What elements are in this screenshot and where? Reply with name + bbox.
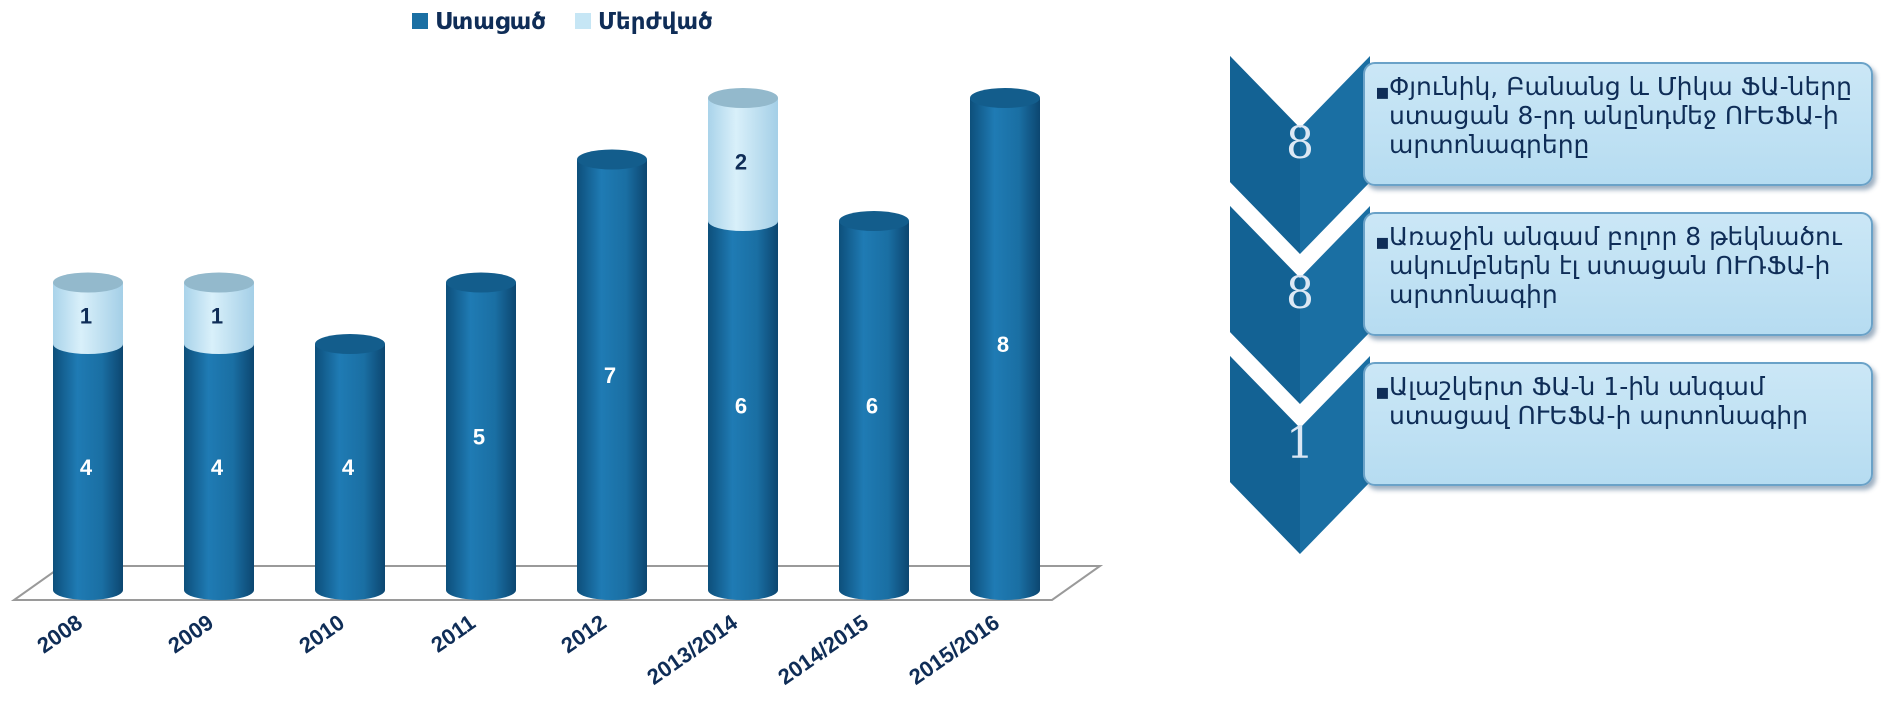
bar-top-cap [446, 272, 516, 293]
info-item: 8 ▪ Առաջին անգամ բոլոր 8 թեկնածու ակումբ… [1220, 206, 1888, 404]
info-item-box: ▪ Փյունիկ, Բանանց և Միկա ՖԱ-ները ստացան … [1363, 62, 1873, 186]
bar-received [446, 282, 516, 600]
x-axis-tick-labels: 2008 2009 2010 2011 2012 2013/2014 2014/2015 20… [32, 609, 1003, 690]
x-tick-label: 2013/2014 [642, 609, 742, 690]
x-tick-label: 2012 [556, 610, 610, 659]
info-item: 8 ▪ Փյունիկ, Բանանց և Միկա ՖԱ-ները ստացա… [1220, 56, 1888, 254]
chevron-down-icon [1230, 356, 1370, 554]
legend-swatch-received [412, 13, 428, 29]
chart-data-labels: 4 1 4 1 4 5 7 6 2 6 8 [80, 150, 1009, 481]
data-label-rejected: 1 [211, 303, 223, 328]
info-item: 1 ▪ Ալաշկերտ ՖԱ-ն 1-ին անգամ ստացավ ՈՒԵՖ… [1220, 356, 1888, 554]
data-label-received: 6 [866, 394, 878, 419]
bar-received [970, 98, 1040, 600]
legend-label-rejected: Մերժված [598, 9, 713, 35]
x-tick-label: 2008 [32, 610, 86, 659]
data-label-received: 4 [342, 455, 355, 480]
info-item-text: Առաջին անգամ բոլոր 8 թեկնածու ակումբներն… [1389, 222, 1842, 309]
data-label-received: 4 [80, 455, 93, 480]
legend-swatch-rejected [575, 13, 591, 29]
bar-top-cap [577, 149, 647, 170]
x-tick-label: 2010 [294, 610, 348, 659]
info-item-number: 1 [1286, 418, 1314, 469]
bar-top-cap [315, 334, 385, 354]
data-label-received: 4 [211, 455, 224, 480]
bar-top-cap [970, 88, 1040, 108]
bar-received [577, 159, 647, 600]
bar-received [315, 344, 385, 600]
bullet-icon: ▪ [1375, 80, 1390, 105]
chevron-down-icon [1230, 206, 1370, 404]
x-tick-label: 2015/2016 [904, 610, 1004, 690]
bar-top-cap [53, 272, 123, 293]
chevron-down-icon [1230, 56, 1370, 254]
data-label-rejected: 1 [80, 303, 92, 328]
info-item-text: Փյունիկ, Բանանց և Միկա ՖԱ-ները ստացան 8-… [1389, 72, 1852, 159]
data-label-rejected: 2 [735, 150, 747, 175]
floor-plane [10, 565, 1104, 601]
data-label-received: 7 [604, 363, 616, 388]
bar-rejected [708, 98, 778, 231]
data-label-received: 6 [735, 394, 747, 419]
bar-received [839, 221, 909, 600]
bullet-icon: ▪ [1375, 380, 1390, 405]
bar-received [708, 221, 778, 600]
bar-top-cap [708, 88, 778, 108]
info-item-number: 8 [1286, 118, 1314, 169]
data-label-received: 5 [473, 424, 485, 449]
bar-rejected [53, 282, 123, 354]
info-panel: 8 ▪ Փյունիկ, Բանանց և Միկա ՖԱ-ները ստացա… [1220, 56, 1888, 576]
data-label-received: 8 [997, 332, 1009, 357]
info-item-box: ▪ Ալաշկերտ ՖԱ-ն 1-ին անգամ ստացավ ՈՒԵՖԱ-… [1363, 362, 1873, 486]
chart-legend: Ստացած Մերժված [412, 9, 713, 35]
legend-label-received: Ստացած [435, 9, 546, 35]
x-tick-label: 2011 [426, 610, 479, 658]
bar-rejected [184, 282, 254, 354]
info-item-number: 8 [1286, 268, 1314, 319]
x-tick-label: 2014/2015 [773, 610, 873, 690]
info-item-box: ▪ Առաջին անգամ բոլոր 8 թեկնածու ակումբնե… [1363, 212, 1873, 336]
bar-top-cap [839, 211, 909, 231]
chart-floor [10, 565, 1104, 601]
chart-bars [53, 88, 1040, 600]
bullet-icon: ▪ [1375, 230, 1390, 255]
info-item-text: Ալաշկերտ ՖԱ-ն 1-ին անգամ ստացավ ՈՒԵՖԱ-ի … [1389, 372, 1808, 430]
bar-received [184, 344, 254, 600]
x-tick-label: 2009 [163, 610, 217, 659]
bar-received [53, 344, 123, 600]
bar-top-cap [184, 272, 254, 293]
